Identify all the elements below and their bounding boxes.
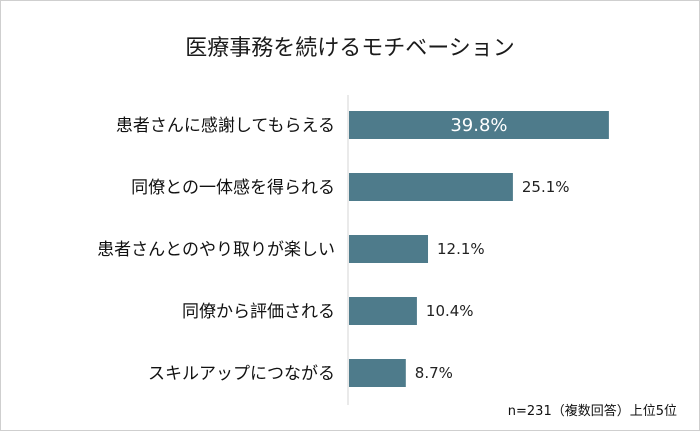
category-label: 同僚から評価される — [182, 302, 335, 322]
category-label: 患者さんとのやり取りが楽しい — [97, 240, 335, 260]
data-label: 10.4% — [426, 302, 474, 320]
data-label: 39.8% — [450, 115, 507, 136]
bars-layer: 患者さんに感謝してもらえる 39.8% 同僚との一体感を得られる 25.1% 患者さんと… — [97, 111, 609, 387]
data-label: 12.1% — [437, 240, 485, 258]
category-label: 患者さんに感謝してもらえる — [116, 116, 335, 136]
bar — [349, 111, 609, 139]
category-label: 同僚との一体感を得られる — [131, 178, 335, 198]
bar — [349, 235, 429, 263]
data-label: 8.7% — [415, 364, 453, 382]
category-label: スキルアップにつながる — [148, 364, 335, 384]
bar — [349, 359, 406, 387]
chart-title: 医療事務を続けるモチベーション — [185, 36, 515, 61]
bar — [349, 297, 417, 325]
sample-note: n=231（複数回答）上位5位 — [508, 403, 677, 419]
bar — [349, 173, 513, 201]
data-label: 25.1% — [522, 178, 570, 196]
